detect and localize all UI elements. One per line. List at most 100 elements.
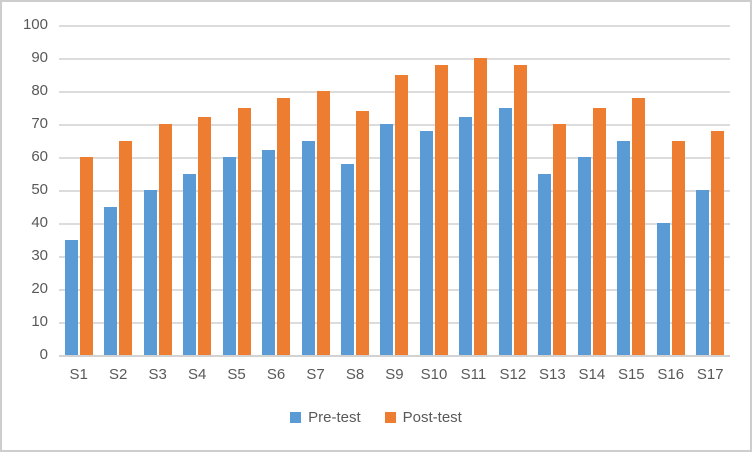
category-group-s11: [454, 25, 493, 355]
gridline-40: [59, 223, 730, 225]
y-tick-label-60: 60: [31, 148, 48, 165]
x-tick-label-s3: S3: [148, 366, 167, 383]
bar-pre-test-s9: [380, 124, 394, 355]
y-tick-label-40: 40: [31, 214, 48, 231]
bar-pre-test-s8: [341, 163, 355, 355]
x-tick-label-s10: S10: [420, 366, 448, 383]
bar-post-test-s17: [711, 130, 725, 355]
bar-pre-test-s15: [617, 140, 631, 355]
bar-post-test-s2: [119, 140, 133, 355]
y-tick-label-20: 20: [31, 280, 48, 297]
x-tick-label-s15: S15: [617, 366, 645, 383]
category-group-s5: [217, 25, 256, 355]
x-tick-label-s7: S7: [306, 366, 325, 383]
bar-post-test-s7: [316, 91, 330, 355]
y-tick-label-0: 0: [39, 346, 48, 363]
bar-pre-test-s12: [498, 107, 512, 355]
bar-pre-test-s2: [104, 206, 118, 355]
category-group-s12: [493, 25, 532, 355]
category-group-s17: [691, 25, 730, 355]
x-tick-label-s6: S6: [266, 366, 286, 383]
gridline-60: [59, 157, 730, 159]
x-tick-label-s14: S14: [578, 366, 606, 383]
category-group-s3: [138, 25, 177, 355]
bar-pre-test-s13: [538, 173, 552, 355]
gridline-50: [59, 190, 730, 192]
bar-post-test-s13: [553, 124, 567, 355]
category-group-s4: [177, 25, 216, 355]
y-axis: 0 10 20 30 40 50 60 70 80 90 100: [8, 16, 48, 363]
legend-item-post-test: Post-test: [384, 409, 462, 426]
y-tick-label-80: 80: [31, 82, 48, 99]
category-group-s2: [98, 25, 137, 355]
x-tick-label-s4: S4: [187, 366, 207, 383]
category-group-s15: [612, 25, 651, 355]
x-tick-label-s2: S2: [109, 366, 128, 383]
gridline-90: [59, 58, 730, 60]
category-group-s14: [572, 25, 611, 355]
category-group-s7: [296, 25, 335, 355]
bar-pre-test-s16: [656, 223, 670, 355]
bar-pre-test-s5: [222, 157, 236, 355]
x-tick-label-s12: S12: [499, 366, 527, 383]
bar-pre-test-s6: [262, 150, 276, 355]
x-tick-label-s16: S16: [657, 366, 685, 383]
bar-post-test-s12: [513, 64, 527, 355]
gridline-10: [59, 322, 730, 324]
y-tick-label-10: 10: [31, 313, 48, 330]
x-tick-label-s9: S9: [385, 366, 404, 383]
bar-post-test-s15: [632, 97, 646, 355]
category-group-s9: [375, 25, 414, 355]
bar-post-test-s16: [671, 140, 685, 355]
category-group-s8: [335, 25, 374, 355]
y-tick-label-50: 50: [31, 181, 48, 198]
bar-post-test-s6: [277, 97, 291, 355]
category-group-s6: [256, 25, 295, 355]
x-tick-label-s1: S1: [69, 366, 88, 383]
bar-pre-test-s14: [577, 157, 591, 355]
bar-pre-test-s3: [143, 190, 157, 355]
legend-label-post-test: Post-test: [402, 409, 462, 426]
bar-post-test-s14: [592, 107, 606, 355]
gridline-100: [59, 25, 730, 27]
bar-post-test-s11: [474, 58, 488, 355]
bar-pre-test-s1: [64, 239, 78, 355]
bar-pre-test-s10: [419, 130, 433, 355]
y-tick-label-100: 100: [22, 16, 48, 33]
x-tick-label-s13: S13: [539, 366, 566, 383]
bar-post-test-s1: [79, 157, 93, 355]
gridline-80: [59, 91, 730, 93]
bar-post-test-s5: [237, 107, 251, 355]
x-tick-label-s11: S11: [460, 366, 487, 383]
y-tick-label-70: 70: [31, 115, 48, 132]
x-tick-label-s5: S5: [227, 366, 246, 383]
gridline-30: [59, 256, 730, 258]
x-tick-label-s8: S8: [345, 366, 365, 383]
gridline-70: [59, 124, 730, 126]
category-group-s10: [414, 25, 453, 355]
bar-post-test-s9: [395, 74, 409, 355]
y-tick-label-90: 90: [31, 49, 48, 66]
bar-post-test-s8: [356, 110, 370, 355]
category-group-s1: [59, 25, 98, 355]
legend-label-pre-test: Pre-test: [308, 409, 361, 426]
gridline-20: [59, 289, 730, 291]
legend-swatch-post-test: [384, 412, 396, 423]
bar-pre-test-s17: [696, 190, 710, 355]
x-tick-label-s17: S17: [696, 366, 724, 383]
legend-swatch-pre-test: [290, 412, 302, 423]
bar-post-test-s4: [198, 117, 212, 355]
bar-pre-test-s11: [459, 117, 473, 355]
legend: Pre-test Post-test: [2, 409, 750, 426]
bar-series-area: [59, 25, 730, 355]
bar-pre-test-s7: [301, 140, 315, 355]
bar-post-test-s3: [158, 124, 172, 355]
x-axis: S1 S2 S3 S4 S5 S6 S7 S8 S9 S10 S11 S12 S13 S14 S15 S16 S…: [59, 366, 730, 383]
plot-area: [59, 25, 730, 357]
category-group-s13: [533, 25, 572, 355]
legend-item-pre-test: Pre-test: [290, 409, 361, 426]
bar-post-test-s10: [434, 64, 448, 355]
y-tick-label-30: 30: [31, 247, 48, 264]
category-group-s16: [651, 25, 690, 355]
